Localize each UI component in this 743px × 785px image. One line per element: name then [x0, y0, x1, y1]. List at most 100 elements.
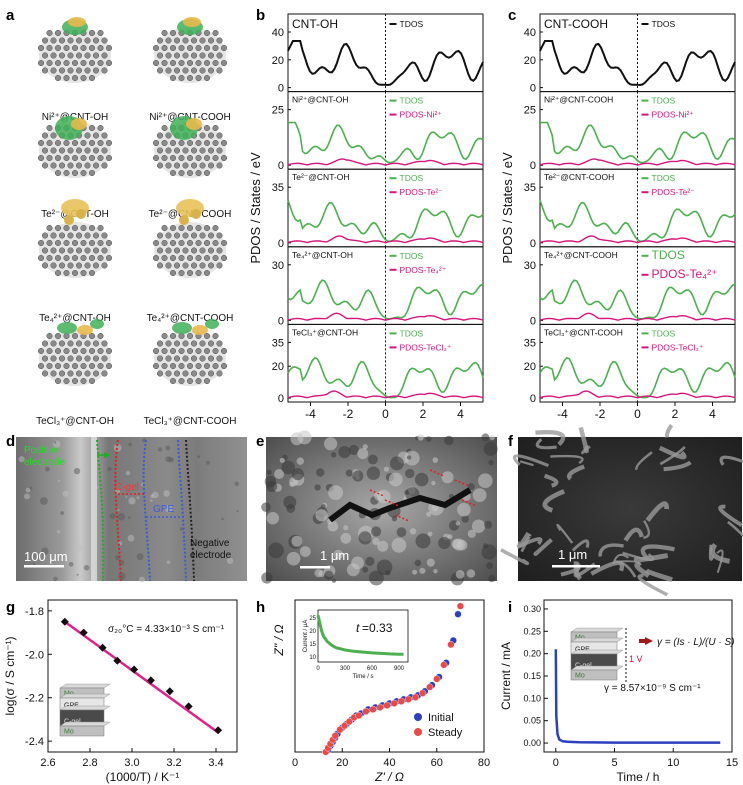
- fiber-network: [542, 489, 565, 513]
- gpe-label: GPE: [153, 504, 174, 515]
- subplot-name: Te²⁻@CNT-OH: [292, 172, 350, 182]
- carbon-atom: [212, 139, 219, 147]
- g-annotation: σ₂₀°C = 4.33×10⁻³ S cm⁻¹: [108, 624, 225, 635]
- carbon-atom: [54, 224, 62, 232]
- carbon-atom: [161, 224, 168, 232]
- carbon-atom: [186, 347, 194, 355]
- sem-particle: [261, 502, 271, 512]
- sem-grain: [118, 572, 126, 580]
- carbon-atom: [97, 59, 104, 67]
- carbon-atom: [182, 340, 189, 347]
- ytick-label: 35: [524, 337, 536, 349]
- carbon-atom: [41, 370, 49, 377]
- carbon-atom: [97, 254, 104, 262]
- carbon-atom: [190, 355, 198, 362]
- h-xtick-label: 20: [336, 757, 348, 769]
- carbon-atom: [67, 262, 74, 269]
- carbon-atom: [41, 232, 49, 239]
- crack-marker: [454, 479, 470, 487]
- h-inset-xtick-label: 0: [316, 666, 320, 672]
- carbon-atom: [220, 254, 228, 262]
- sem-particle: [371, 526, 382, 537]
- crack-marker: [394, 514, 410, 522]
- carbon-atom: [203, 139, 211, 147]
- charge-density-green: [172, 322, 192, 334]
- carbon-atom: [71, 239, 79, 247]
- carbon-atom: [165, 262, 172, 269]
- sem-grain: [68, 561, 74, 567]
- chart-i: 0 5 10 15 0.00 0.05 0.10 0.15 0.20 0.25 0.30 Time /…: [499, 599, 738, 784]
- sem-particle: [444, 435, 454, 446]
- pdos-curve: [287, 158, 484, 166]
- charge-density-green: [205, 319, 219, 329]
- fiber-network: [550, 454, 584, 465]
- carbon-atom: [212, 239, 219, 247]
- carbon-atom: [80, 154, 87, 162]
- carbon-atom: [178, 59, 185, 67]
- carbon-atom: [80, 224, 87, 232]
- chart-h: 0 20 40 60 80 Z' / Ω Z'' / Ω Initial Steady 0 300 6…: [272, 599, 490, 784]
- crack-markers: [369, 469, 477, 522]
- sem-particle: [478, 473, 493, 489]
- inset-layer: [59, 725, 105, 737]
- ytick-label: 30: [524, 260, 536, 272]
- panel-letter-a: a: [6, 7, 15, 24]
- te-atom: [191, 209, 201, 219]
- ytick-label: 0: [530, 393, 536, 405]
- carbon-atom: [186, 362, 194, 370]
- carbon-atom: [75, 370, 83, 377]
- carbon-atom: [54, 74, 62, 82]
- carbon-atom: [216, 162, 223, 169]
- legend-label: PDOS-Te²⁻: [652, 187, 696, 197]
- h-inset-ylabel: Current / μA: [303, 620, 309, 652]
- ytick-label: 0: [278, 393, 284, 405]
- carbon-atom: [216, 370, 223, 377]
- carbon-atom: [80, 74, 87, 82]
- sem-particle: [488, 459, 494, 466]
- carbon-atom: [101, 370, 108, 377]
- carbon-atom: [101, 355, 108, 362]
- fiber-network: [644, 568, 673, 583]
- cnt-model: [37, 17, 113, 83]
- carbon-atom: [84, 147, 91, 154]
- pdos-curve: [539, 312, 736, 321]
- carbon-atom: [182, 232, 189, 239]
- carbon-atom: [54, 169, 62, 177]
- i-xtick-label: 5: [611, 757, 617, 769]
- sem-particle: [427, 531, 433, 537]
- carbon-atom: [195, 362, 202, 370]
- scale-bar-d: [24, 565, 64, 568]
- inset-layer-top: [570, 649, 624, 655]
- carbon-atom: [84, 52, 91, 59]
- carbon-atom: [186, 332, 194, 340]
- i-arrow-shaft: [639, 639, 645, 643]
- sem-grain: [128, 516, 131, 520]
- fiber-network: [567, 464, 585, 481]
- sem-grain: [76, 573, 79, 576]
- tdos-curve: [287, 279, 484, 320]
- carbon-atom: [173, 232, 181, 239]
- carbon-atom: [182, 262, 189, 269]
- carbon-atom: [165, 132, 172, 139]
- carbon-atom: [169, 74, 177, 82]
- carbon-atom: [54, 239, 62, 247]
- carbon-atom: [71, 362, 79, 370]
- sem-particle: [481, 433, 490, 442]
- carbon-atom: [41, 147, 49, 154]
- cnt-model: [152, 319, 228, 386]
- xtick-label: 4: [457, 407, 464, 421]
- carbon-atom: [58, 162, 66, 169]
- carbon-atom: [156, 67, 164, 74]
- carbon-atom: [186, 44, 194, 52]
- carbon-atom: [46, 29, 53, 37]
- carbon-atom: [41, 67, 49, 74]
- carbon-atom: [63, 59, 70, 67]
- h-point-steady: [404, 695, 413, 703]
- charge-density-yellow: [192, 325, 208, 335]
- carbon-atom: [216, 52, 223, 59]
- inset-layer-top: [570, 637, 624, 643]
- carbon-atom: [203, 377, 211, 385]
- carbon-atom: [97, 124, 104, 132]
- carbon-atom: [182, 147, 189, 154]
